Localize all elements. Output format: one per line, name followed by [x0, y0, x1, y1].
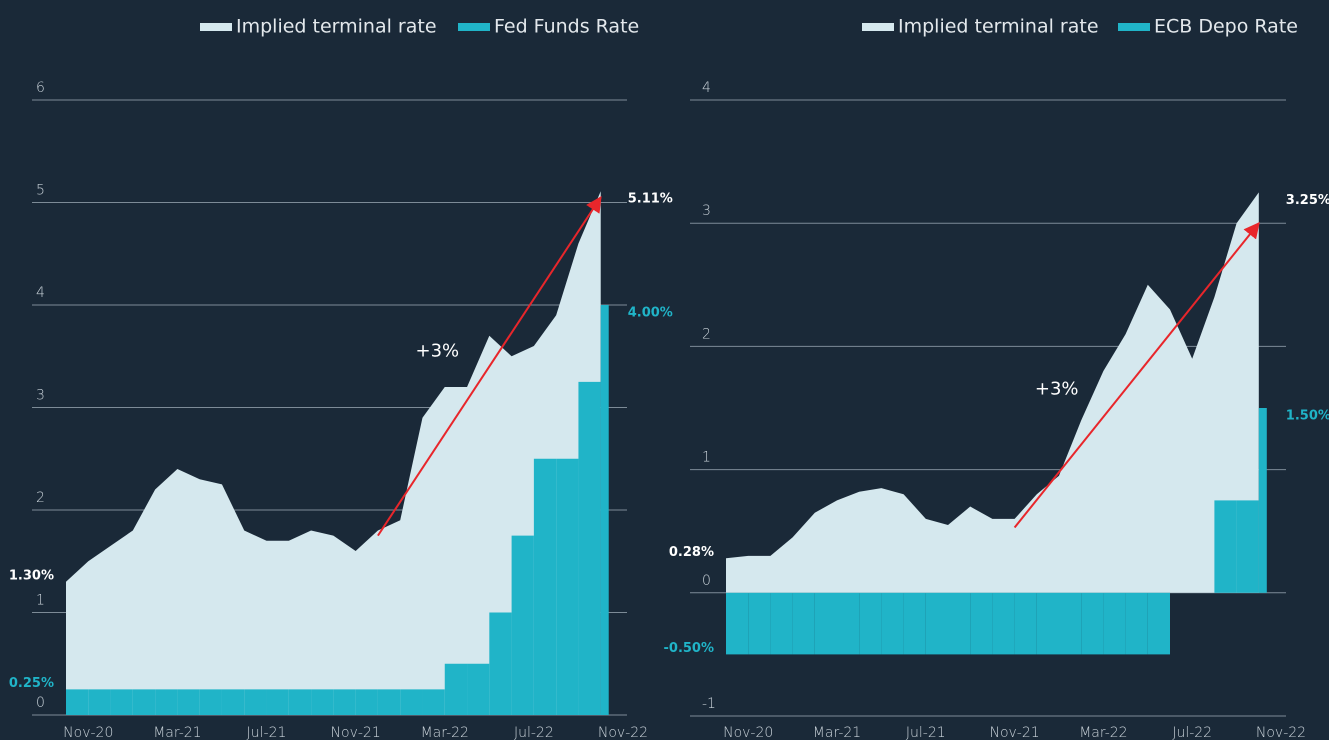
- step-bar: [311, 689, 334, 715]
- step-bar: [1103, 592, 1126, 655]
- step-bar: [1081, 592, 1104, 655]
- step-bar: [177, 689, 200, 715]
- trend-arrow: [377, 196, 602, 537]
- step-bar: [489, 612, 512, 715]
- value-label: -0.50%: [664, 641, 715, 656]
- legend-label: Implied terminal rate: [236, 16, 437, 38]
- step-bar: [556, 458, 579, 715]
- x-tick-label: Nov-21: [331, 725, 381, 740]
- y-tick-label: 3: [702, 203, 711, 219]
- step-bar: [970, 592, 993, 655]
- area: [726, 192, 1259, 593]
- value-label: 1.30%: [9, 568, 54, 583]
- step-bar: [266, 689, 289, 715]
- step-bar: [578, 381, 601, 715]
- step-bar: [155, 689, 178, 715]
- step-bar: [333, 689, 356, 715]
- x-tick-label: Jul-22: [514, 725, 554, 740]
- x-tick-label: Jul-22: [1172, 725, 1212, 740]
- legend-swatch: [458, 23, 490, 31]
- y-tick-label: 3: [36, 388, 45, 404]
- x-tick-label: Mar-22: [421, 725, 469, 740]
- step-bar: [1014, 592, 1037, 655]
- legend-swatch: [1118, 23, 1150, 31]
- step-bar: [288, 689, 312, 715]
- step-bar: [467, 663, 490, 715]
- step-bar: [400, 689, 423, 715]
- x-tick-label: Mar-21: [153, 725, 201, 740]
- step-bar: [1125, 592, 1148, 655]
- step-bar: [726, 592, 749, 655]
- y-tick-label: 4: [702, 80, 711, 96]
- step-bar: [903, 592, 926, 655]
- value-label: 0.25%: [9, 676, 54, 691]
- step-bar: [948, 592, 971, 655]
- step-bar: [859, 592, 882, 655]
- step-bar: [422, 689, 445, 715]
- step-bar: [110, 689, 133, 715]
- step-bar: [1258, 408, 1267, 593]
- legend-label: Implied terminal rate: [898, 16, 1099, 38]
- x-tick-label: Mar-22: [1079, 725, 1127, 740]
- step-bar: [88, 689, 111, 715]
- y-tick-label: 0: [36, 695, 45, 711]
- step-bar: [355, 689, 378, 715]
- step-bar: [1236, 500, 1259, 593]
- legend-swatch: [200, 23, 232, 31]
- step-bar: [1059, 592, 1082, 655]
- y-tick-label: 2: [702, 326, 711, 342]
- step-bar: [132, 689, 156, 715]
- annotation: +3%: [415, 341, 459, 362]
- step-bar: [748, 592, 771, 655]
- area: [66, 191, 601, 716]
- step-bar: [837, 592, 860, 655]
- x-tick-label: Mar-21: [813, 725, 861, 740]
- y-tick-label: 0: [702, 573, 711, 589]
- y-tick-label: 1: [702, 450, 711, 466]
- y-tick-label: 1: [36, 593, 45, 609]
- step-bar: [1036, 592, 1059, 655]
- step-bar: [199, 689, 222, 715]
- legend-label: Fed Funds Rate: [494, 16, 639, 38]
- step-bar: [814, 592, 837, 655]
- x-tick-label: Jul-21: [247, 725, 287, 740]
- x-tick-label: Nov-20: [63, 725, 113, 740]
- step-bar: [770, 592, 793, 655]
- value-label: 5.11%: [628, 192, 673, 207]
- x-tick-label: Jul-21: [906, 725, 946, 740]
- step-bar: [533, 458, 557, 715]
- step-bar: [511, 535, 534, 715]
- x-tick-label: Nov-20: [723, 725, 773, 740]
- annotation: +3%: [1035, 378, 1079, 399]
- y-tick-label: 6: [36, 80, 45, 96]
- y-tick-label: 4: [36, 285, 45, 301]
- x-tick-label: Nov-21: [989, 725, 1039, 740]
- step-bar: [925, 592, 948, 655]
- value-label: 3.25%: [1286, 193, 1329, 208]
- step-bar: [66, 689, 89, 715]
- step-bar: [1214, 500, 1237, 593]
- y-tick-label: 2: [36, 490, 45, 506]
- x-tick-label: Nov-22: [1256, 725, 1306, 740]
- value-label: 4.00%: [628, 306, 673, 321]
- legend-label: ECB Depo Rate: [1154, 16, 1298, 38]
- step-bar: [244, 689, 267, 715]
- value-label: 1.50%: [1286, 409, 1329, 424]
- x-tick-label: Nov-22: [598, 725, 648, 740]
- y-tick-label: 5: [36, 183, 45, 199]
- step-bar: [221, 689, 245, 715]
- step-bar: [881, 592, 904, 655]
- step-bar: [444, 663, 468, 715]
- value-label: 0.28%: [669, 545, 714, 560]
- trend-arrow: [1013, 221, 1260, 529]
- step-bar: [377, 689, 401, 715]
- step-bar: [1147, 592, 1170, 655]
- legend-swatch: [862, 23, 894, 31]
- step-bar: [992, 592, 1015, 655]
- y-tick-label: -1: [702, 696, 716, 712]
- step-bar: [600, 305, 609, 715]
- step-bar: [792, 592, 815, 655]
